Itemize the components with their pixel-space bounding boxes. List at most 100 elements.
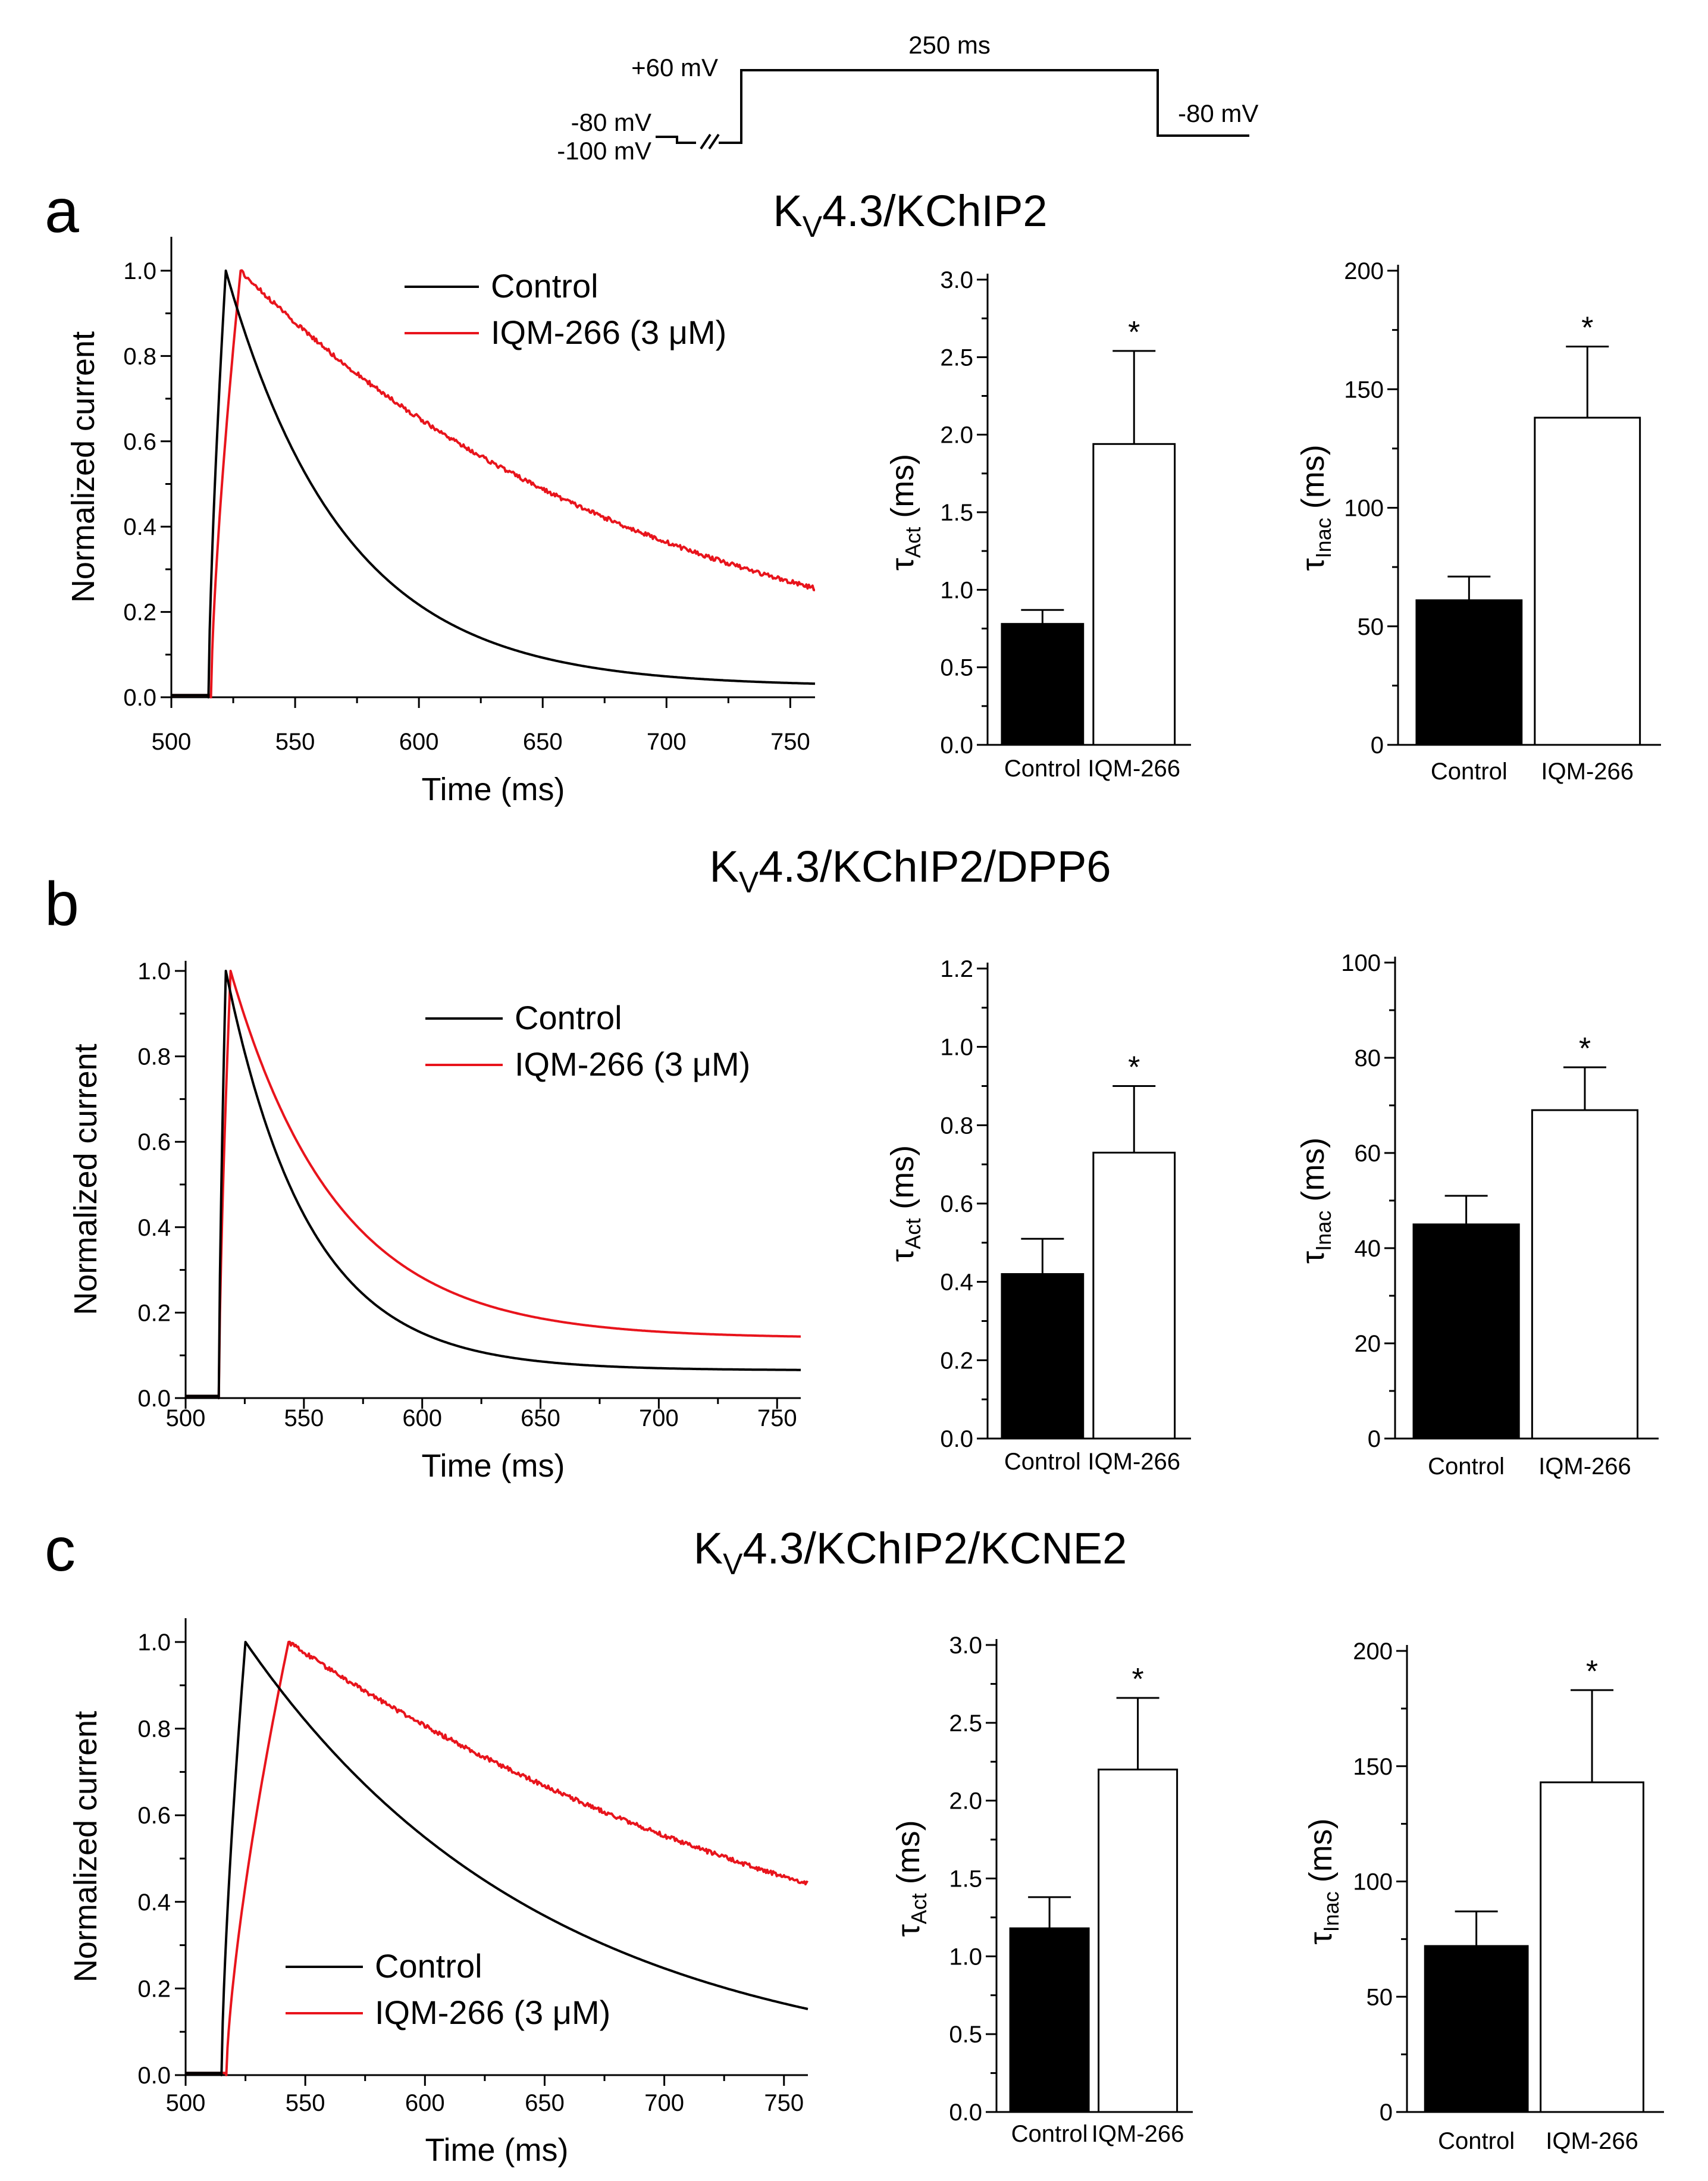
y-tick-label: 2.0 [949, 1788, 982, 1815]
y-tick-label: 0.8 [123, 343, 156, 369]
y-tick-label: 50 [1358, 614, 1384, 640]
y-tick-label: 20 [1355, 1331, 1381, 1357]
y-axis-label-subscript: Act [901, 1218, 925, 1249]
y-axis-label-unit: (ms) [1303, 1818, 1339, 1891]
y-axis-label-subscript: Inac [1311, 518, 1336, 558]
y-tick-label: 0.0 [123, 685, 156, 711]
y-tick-label: 0.0 [137, 1386, 171, 1412]
tau-inac-chart-c: 0 50 100 150 200 τInac (ms) Control * IQM-266 [1303, 1638, 1664, 2154]
protocol-duration-label: 250 ms [908, 31, 991, 59]
y-axis-label: τAct (ms) [891, 1820, 931, 1936]
y-tick-label: 0.5 [940, 655, 973, 681]
y-axis-label-unit: (ms) [1295, 1137, 1331, 1211]
y-axis-label: τAct (ms) [885, 1145, 925, 1262]
protocol-hold-label: -80 mV [571, 108, 651, 136]
y-tick-label: 80 [1355, 1045, 1381, 1071]
x-tick-label: 600 [399, 729, 439, 755]
bar-iqm266 [1098, 1768, 1179, 2113]
series-control-trace [186, 1641, 808, 2076]
y-tick-label: 0 [1380, 2099, 1393, 2126]
panel-title-prefix: K [709, 842, 738, 891]
y-axis-label: τInac (ms) [1303, 1818, 1343, 1944]
protocol-step-line [719, 69, 1249, 144]
y-axis-label: τInac (ms) [1295, 444, 1336, 571]
category-label: IQM-266 [1088, 1449, 1180, 1475]
y-tick-label: 1.0 [123, 258, 156, 284]
panel-title-suffix: 4.3/KChIP2/KCNE2 [742, 1524, 1127, 1573]
series-iqm266-trace [171, 269, 815, 698]
y-tick-label: 1.0 [940, 1035, 973, 1061]
x-tick-label: 750 [757, 1405, 797, 1431]
y-tick-label: 0.2 [123, 600, 156, 626]
tau-inac-chart-b: 0 20 40 60 80 100 τInac (ms) Control * IQM-266 [1295, 950, 1659, 1480]
y-tick-label: 1.2 [940, 956, 973, 982]
trace-plot-a: 500 550 600 650 700 750 0.0 0.2 0.4 0.6 0.8 1.0 Time… [65, 237, 816, 807]
series-control-trace [171, 270, 816, 698]
legend: Control IQM-266 (3 μM) [425, 999, 750, 1083]
y-tick-label: 0.0 [949, 2099, 982, 2126]
protocol-prepulse-label: -100 mV [557, 137, 651, 165]
significance-asterisk: * [1128, 315, 1140, 350]
legend-control-label: Control [515, 999, 622, 1036]
protocol-step-label: +60 mV [631, 54, 718, 82]
panel-letter-b: b [45, 870, 79, 939]
tau-act-chart-a: 0.0 0.5 1.0 1.5 2.0 2.5 3.0 τAct (ms) Control * IQ… [885, 267, 1191, 782]
y-tick-label: 0.6 [137, 1129, 171, 1155]
protocol-prepulse-line [656, 136, 696, 144]
panel-letter-c: c [45, 1515, 76, 1584]
y-axis-label-symbol: τ [885, 558, 920, 571]
y-axis-label: τAct (ms) [885, 454, 925, 571]
y-axis-label: Normalized current [68, 1711, 104, 1982]
y-tick-label: 3.0 [949, 1632, 982, 1659]
y-tick-label: 200 [1344, 258, 1384, 284]
protocol-return-label: -80 mV [1178, 99, 1258, 127]
significance-asterisk: * [1132, 1662, 1143, 1697]
panel-title-subscript: V [803, 210, 823, 243]
y-axis-label: τInac (ms) [1295, 1137, 1336, 1264]
significance-asterisk: * [1586, 1654, 1598, 1689]
y-axis-label-symbol: τ [1295, 558, 1331, 571]
y-axis-label-subscript: Act [907, 1893, 931, 1924]
y-axis-label-symbol: τ [1295, 1251, 1331, 1264]
y-tick-label: 0.8 [137, 1716, 171, 1743]
significance-asterisk: * [1581, 311, 1593, 346]
category-label: IQM-266 [1088, 756, 1180, 782]
y-tick-label: 0.6 [137, 1803, 171, 1829]
y-axis-label-unit: (ms) [1295, 444, 1331, 518]
series-control-trace [186, 970, 801, 1399]
y-axis-label-unit: (ms) [885, 454, 920, 527]
bar-control [1009, 1927, 1090, 2113]
y-tick-label: 0.0 [940, 732, 973, 759]
bar-iqm266 [1540, 1781, 1644, 2113]
y-tick-label: 100 [1353, 1869, 1393, 1895]
y-tick-label: 3.0 [940, 267, 973, 293]
y-tick-label: 1.0 [949, 1944, 982, 1970]
y-tick-label: 0.8 [137, 1044, 171, 1070]
category-label: Control [1004, 756, 1081, 782]
y-tick-label: 0.4 [123, 514, 156, 540]
y-axis-label-subscript: Inac [1311, 1211, 1336, 1251]
legend-control-label: Control [375, 1947, 482, 1985]
category-label: IQM-266 [1546, 2128, 1638, 2154]
y-axis-label: Normalized current [68, 1044, 104, 1315]
category-label: IQM-266 [1538, 1453, 1631, 1480]
y-tick-label: 150 [1344, 377, 1384, 403]
panel-title-a: KV4.3/KChIP2 [773, 186, 1047, 243]
y-tick-label: 100 [1344, 496, 1384, 522]
significance-asterisk: * [1579, 1032, 1591, 1066]
category-label: Control [1431, 759, 1508, 785]
tau-act-chart-c: 0.0 0.5 1.0 1.5 2.0 2.5 3.0 τAct (ms) Control * IQ… [891, 1632, 1193, 2147]
bar-control [1001, 623, 1085, 746]
legend: Control IQM-266 (3 μM) [405, 267, 726, 351]
y-tick-label: 0.6 [123, 429, 156, 455]
y-tick-label: 200 [1353, 1638, 1393, 1665]
y-tick-label: 0.0 [940, 1426, 973, 1452]
y-axis-label-subscript: Act [901, 527, 925, 558]
trace-plot-c: 500 550 600 650 700 750 0.0 0.2 0.4 0.6 0.8 1.0 Time… [68, 1618, 808, 2168]
x-tick-label: 600 [402, 1405, 442, 1431]
y-tick-label: 0.8 [940, 1113, 973, 1139]
x-axis-label: Time (ms) [425, 2132, 569, 2168]
series-iqm266-trace [186, 1640, 808, 2076]
y-tick-label: 1.0 [137, 958, 171, 985]
